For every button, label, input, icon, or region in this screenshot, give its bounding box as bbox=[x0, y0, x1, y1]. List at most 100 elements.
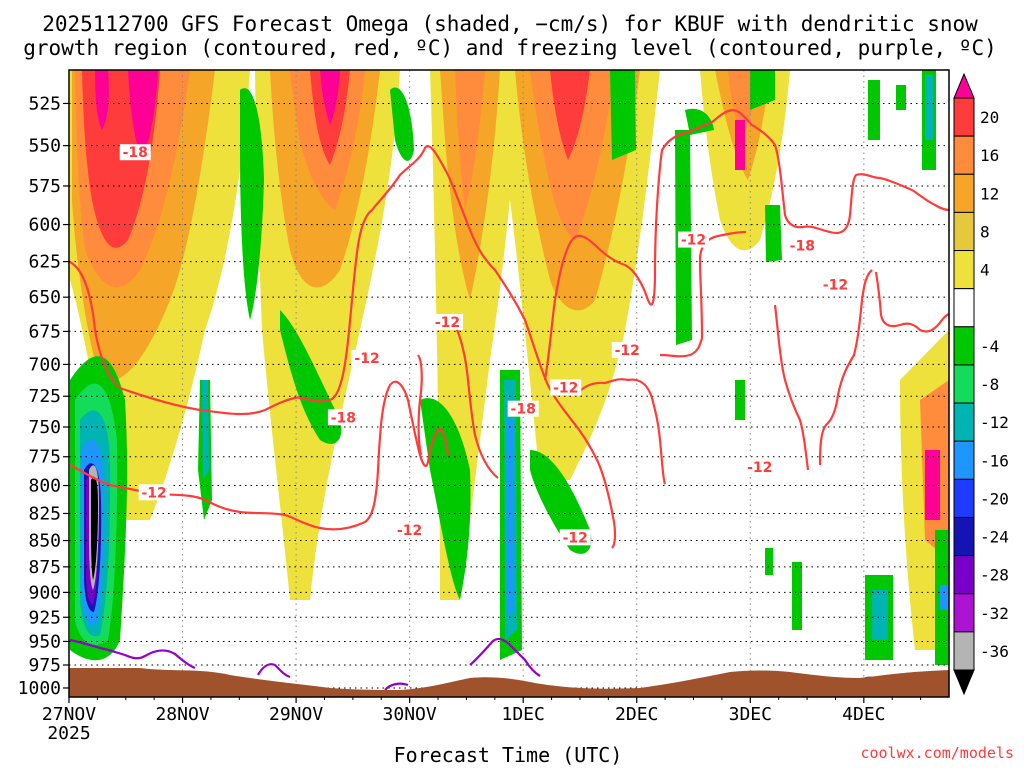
omega-fill-negative bbox=[507, 420, 514, 615]
colorbar-label: -24 bbox=[980, 528, 1009, 547]
omega-fill-negative bbox=[685, 108, 714, 135]
x-tick-label: 2DEC bbox=[615, 704, 658, 725]
omega-fill-negative bbox=[420, 398, 471, 600]
omega-fill-negative bbox=[530, 450, 592, 554]
colorbar-swatch bbox=[953, 555, 975, 595]
colorbar-swatch bbox=[953, 440, 975, 480]
contour-label: -12 bbox=[354, 351, 379, 367]
omega-fill-positive bbox=[128, 70, 158, 160]
contour-label: -12 bbox=[823, 278, 848, 294]
y-tick-label: 850 bbox=[28, 531, 61, 552]
contour-label-bg bbox=[611, 342, 643, 359]
dgz-contour-line bbox=[659, 230, 747, 358]
y-tick-label: 1000 bbox=[18, 678, 61, 699]
omega-fill-positive bbox=[530, 70, 615, 240]
y-tick-label: 525 bbox=[28, 93, 61, 114]
contour-label: -12 bbox=[747, 460, 772, 476]
colorbar-label: -4 bbox=[980, 337, 999, 356]
x-axis-label: Forecast Time (UTC) bbox=[394, 743, 623, 767]
colorbar-swatch bbox=[953, 250, 975, 290]
contour-label-bg bbox=[327, 409, 359, 426]
omega-fill-negative bbox=[792, 562, 802, 630]
colorbar-label: -36 bbox=[980, 642, 1009, 661]
contour-label: -18 bbox=[331, 410, 356, 426]
colorbar-label: -28 bbox=[980, 566, 1009, 585]
dgz-contour-line bbox=[454, 324, 499, 479]
y-tick-label: 900 bbox=[28, 582, 61, 603]
contour-label-bg bbox=[507, 400, 539, 417]
y-tick-label: 725 bbox=[28, 386, 61, 407]
colorbar-swatch bbox=[953, 97, 975, 137]
contour-label-bg bbox=[119, 144, 151, 161]
colorbar-swatch bbox=[953, 402, 975, 442]
omega-fill-negative bbox=[750, 70, 775, 110]
omega-fill-positive bbox=[735, 120, 745, 170]
x-tick-year: 2025 bbox=[47, 723, 90, 744]
y-tick-label: 875 bbox=[28, 557, 61, 578]
y-tick-label: 600 bbox=[28, 215, 61, 236]
colorbar-label: -16 bbox=[980, 451, 1009, 470]
dgz-contour-line bbox=[69, 145, 617, 549]
colorbar-bottom-arrow bbox=[953, 669, 975, 696]
contour-label: -18 bbox=[790, 238, 815, 254]
colorbar-swatch bbox=[953, 516, 975, 557]
omega-fill-negative bbox=[202, 380, 209, 480]
omega-fill-negative bbox=[765, 205, 782, 262]
freezing-level-line bbox=[469, 637, 541, 677]
contour-label-bg bbox=[786, 237, 818, 254]
y-tick-label: 575 bbox=[28, 176, 61, 197]
colorbar-swatch bbox=[953, 364, 975, 404]
freezing-level-line bbox=[257, 663, 291, 679]
colorbar-label: -8 bbox=[980, 375, 999, 394]
contour-label-bg bbox=[550, 379, 582, 396]
contour-label: -12 bbox=[681, 233, 706, 249]
omega-fill-positive bbox=[925, 450, 940, 520]
grid bbox=[69, 70, 949, 697]
contour-label-bg bbox=[138, 484, 170, 501]
terrain bbox=[69, 668, 949, 697]
x-tick-label: 30NOV bbox=[383, 704, 437, 725]
y-tick-label: 675 bbox=[28, 321, 61, 342]
colorbar: 20 16 12 8 4 -4 -8 -12 -16 -20 -24 -28 -32 -36 bbox=[953, 72, 1009, 696]
contour-label: -18 bbox=[511, 402, 536, 418]
omega-fill-negative bbox=[610, 70, 636, 160]
contour-label-bg bbox=[431, 313, 463, 330]
contour-label-bg bbox=[559, 529, 591, 546]
omega-fill-negative bbox=[896, 85, 906, 110]
colorbar-label: 8 bbox=[980, 222, 990, 241]
contour-label-bg bbox=[819, 276, 851, 293]
omega-fill-positive bbox=[320, 70, 340, 125]
colorbar-swatch bbox=[953, 173, 975, 213]
omega-fill-negative bbox=[940, 585, 949, 610]
x-axis: 27NOV 28NOV 29NOV 30NOV 1DEC 2DEC 3DEC 4DEC 2025 bbox=[42, 697, 922, 744]
colorbar-swatch bbox=[953, 631, 975, 671]
omega-fill-positive bbox=[95, 70, 109, 130]
y-tick-label: 700 bbox=[28, 354, 61, 375]
contour-label-bg bbox=[744, 459, 776, 476]
y-tick-label: 825 bbox=[28, 503, 61, 524]
dgz-contours bbox=[69, 108, 949, 549]
omega-fill-negative bbox=[280, 310, 342, 444]
contour-label: -12 bbox=[397, 523, 422, 539]
colorbar-swatch bbox=[953, 211, 975, 252]
contour-label: -12 bbox=[435, 315, 460, 331]
colorbar-swatch bbox=[953, 326, 975, 366]
contour-label-bg bbox=[394, 521, 426, 538]
colorbar-label: 12 bbox=[980, 184, 999, 203]
contour-label: -12 bbox=[142, 485, 167, 501]
y-tick-label: 925 bbox=[28, 607, 61, 628]
colorbar-swatch bbox=[953, 288, 975, 328]
chart-title-line1: 2025112700 GFS Forecast Omega (shaded, −… bbox=[42, 12, 978, 36]
omega-fill-negative bbox=[925, 75, 933, 140]
y-tick-label: 650 bbox=[28, 287, 61, 308]
colorbar-top-arrow bbox=[953, 72, 975, 99]
omega-fill-negative bbox=[765, 548, 773, 575]
contour-label-bg bbox=[351, 349, 383, 366]
colorbar-label: 16 bbox=[980, 146, 999, 165]
chart-title-line2: growth region (contoured, red, ºC) and f… bbox=[23, 36, 997, 60]
y-tick-label: 800 bbox=[28, 476, 61, 497]
y-tick-label: 950 bbox=[28, 631, 61, 652]
dgz-contour-line bbox=[577, 378, 667, 485]
y-tick-label: 550 bbox=[28, 136, 61, 157]
